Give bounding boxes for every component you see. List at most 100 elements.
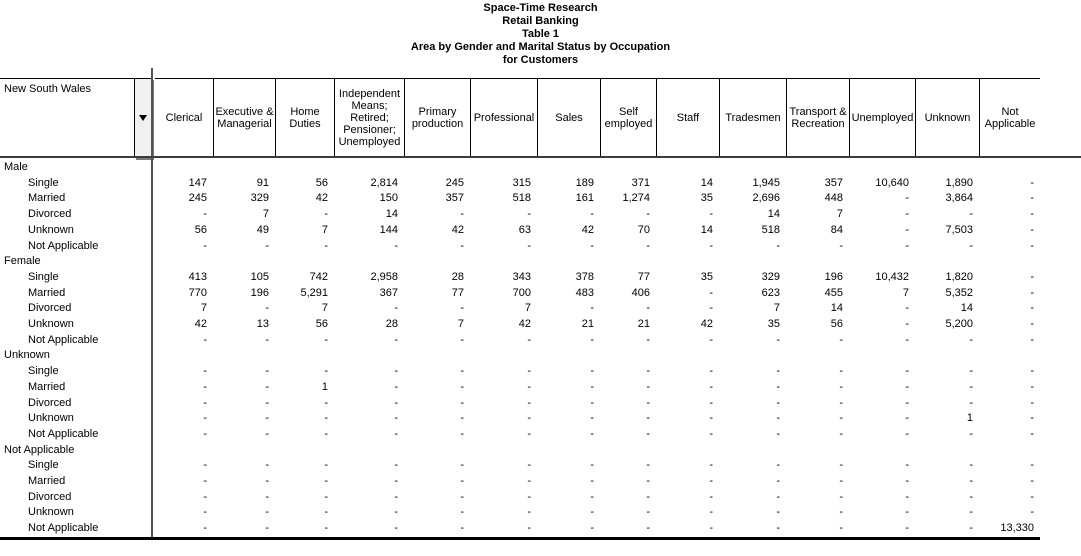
cell-professional: - — [527, 522, 531, 535]
cell-transport-recreation: 7 — [836, 208, 843, 221]
cell-professional: 42 — [518, 318, 531, 330]
column-header-primary-production: Primary production — [404, 78, 470, 156]
cell-tradesmen: - — [776, 427, 780, 440]
cell-tradesmen: 35 — [767, 318, 780, 330]
cell-sales: 483 — [575, 286, 594, 299]
cell-primary-production: - — [460, 427, 464, 440]
row-label: Single — [28, 459, 59, 472]
cell-home-duties: - — [324, 412, 328, 425]
cell-tradesmen: - — [776, 490, 780, 503]
cell-not-applicable: - — [1030, 490, 1034, 503]
row-label: Married — [28, 475, 66, 487]
cell-clerical: - — [203, 475, 207, 487]
data-row-not-applicable-not-applicable: Not Applicable - - - - - - - - - - - - - 13,330 — [0, 521, 1081, 537]
column-header-self-employed: Self employed — [600, 78, 656, 156]
cell-professional: - — [527, 506, 531, 519]
cell-self-employed: 77 — [637, 270, 650, 283]
cell-primary-production: 7 — [457, 318, 464, 330]
cell-not-applicable: - — [1030, 176, 1034, 189]
cell-unemployed: - — [905, 223, 909, 236]
data-row-female-single: Single 413 105 742 2,958 28 343 378 77 35 329 196 10… — [0, 270, 1081, 286]
data-row-unknown-married: Married - - 1 - - - - - - - - - - - — [0, 380, 1081, 396]
data-row-male-divorced: Divorced - 7 - 14 - - - - - 14 7 - - - — [0, 207, 1081, 223]
cell-sales: - — [590, 427, 594, 440]
cell-primary-production: - — [460, 208, 464, 221]
cell-staff: - — [709, 396, 713, 409]
cell-staff: - — [709, 412, 713, 425]
cell-unemployed: - — [905, 396, 909, 409]
cell-executive-managerial: - — [265, 475, 269, 487]
cell-independent-means-retired-pensioner-unemployed: 2,958 — [370, 270, 398, 283]
cell-independent-means-retired-pensioner-unemployed: - — [394, 365, 398, 378]
cell-professional: 7 — [524, 302, 531, 315]
data-row-male-unknown: Unknown 56 49 7 144 42 63 42 70 14 518 84 - 7,503 - — [0, 223, 1081, 239]
cell-staff: - — [709, 239, 713, 252]
cell-staff: 35 — [700, 192, 713, 205]
cell-primary-production: - — [460, 490, 464, 503]
cell-executive-managerial: - — [265, 459, 269, 472]
cell-professional: - — [527, 208, 531, 221]
cell-home-duties: 42 — [315, 192, 328, 205]
cell-tradesmen: - — [776, 396, 780, 409]
cell-primary-production: - — [460, 396, 464, 409]
cell-unemployed: - — [905, 208, 909, 221]
cell-self-employed: - — [646, 302, 650, 315]
cell-clerical: - — [203, 239, 207, 252]
cell-self-employed: - — [646, 333, 650, 346]
cell-transport-recreation: - — [839, 412, 843, 425]
cell-staff: - — [709, 459, 713, 472]
cell-tradesmen: 14 — [767, 208, 780, 221]
data-row-not-applicable-divorced: Divorced - - - - - - - - - - - - - - — [0, 490, 1081, 506]
cell-transport-recreation: - — [839, 490, 843, 503]
cell-tradesmen: - — [776, 239, 780, 252]
cell-staff: - — [709, 380, 713, 393]
cell-not-applicable: - — [1030, 333, 1034, 346]
cell-primary-production: - — [460, 302, 464, 315]
row-label: Single — [28, 176, 59, 189]
cell-sales: - — [590, 506, 594, 519]
cell-executive-managerial: 105 — [250, 270, 269, 283]
cell-unemployed: 10,640 — [875, 176, 909, 189]
column-header-unemployed: Unemployed — [849, 78, 915, 156]
cell-home-duties: 7 — [321, 302, 328, 315]
cell-not-applicable: - — [1030, 396, 1034, 409]
cell-executive-managerial: - — [265, 380, 269, 393]
cell-tradesmen: 2,696 — [752, 192, 780, 205]
cell-sales: - — [590, 333, 594, 346]
cell-transport-recreation: - — [839, 239, 843, 252]
area-dropdown-button[interactable] — [134, 78, 152, 158]
cell-self-employed: 371 — [631, 176, 650, 189]
cell-unemployed: - — [905, 522, 909, 535]
cell-unknown: 5,200 — [945, 318, 973, 330]
cell-sales: - — [590, 396, 594, 409]
row-label: Unknown — [4, 349, 50, 362]
cell-transport-recreation: - — [839, 365, 843, 378]
data-row-male-married: Married 245 329 42 150 357 518 161 1,274 35 2,696 4… — [0, 191, 1081, 207]
cell-unemployed: 7 — [902, 286, 909, 299]
cell-independent-means-retired-pensioner-unemployed: 367 — [379, 286, 398, 299]
row-label: Not Applicable — [28, 333, 99, 346]
cell-self-employed: 21 — [637, 318, 650, 330]
cell-professional: - — [527, 427, 531, 440]
cell-tradesmen: 623 — [761, 286, 780, 299]
cell-staff: - — [709, 208, 713, 221]
cell-independent-means-retired-pensioner-unemployed: - — [394, 459, 398, 472]
cell-not-applicable: - — [1030, 459, 1034, 472]
cell-tradesmen: 7 — [773, 302, 780, 315]
cell-staff: 14 — [700, 223, 713, 236]
cell-home-duties: - — [324, 208, 328, 221]
cell-clerical: 56 — [194, 223, 207, 236]
row-label: Married — [28, 380, 66, 393]
cell-transport-recreation: - — [839, 333, 843, 346]
cell-clerical: - — [203, 427, 207, 440]
cell-independent-means-retired-pensioner-unemployed: 28 — [385, 318, 398, 330]
row-label: Divorced — [28, 302, 72, 315]
cell-primary-production: - — [460, 506, 464, 519]
row-label: Divorced — [28, 396, 72, 409]
cell-professional: - — [527, 380, 531, 393]
cell-staff: - — [709, 522, 713, 535]
cell-independent-means-retired-pensioner-unemployed: 2,814 — [370, 176, 398, 189]
cell-home-duties: - — [324, 522, 328, 535]
cell-unknown: - — [969, 490, 973, 503]
cell-home-duties: - — [324, 459, 328, 472]
